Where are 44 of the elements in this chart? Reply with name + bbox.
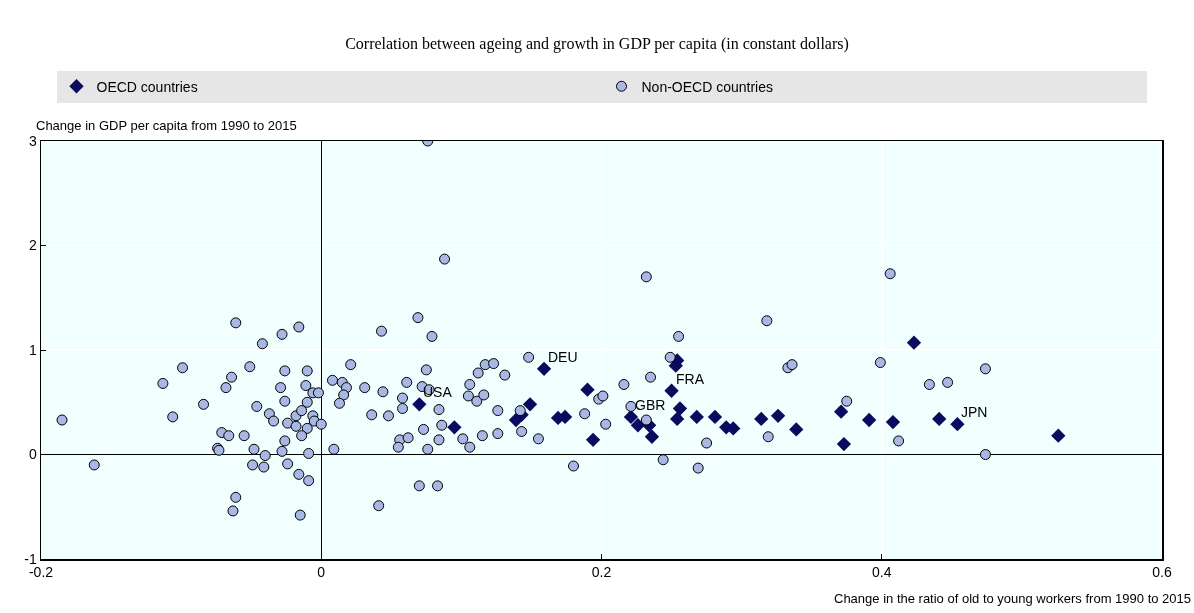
point <box>1051 428 1066 443</box>
point <box>833 404 849 419</box>
y-tick-label: 3 <box>28 132 37 149</box>
point <box>585 432 601 448</box>
point <box>950 417 965 432</box>
annotation: GBR <box>635 397 666 413</box>
point <box>836 436 852 452</box>
point <box>672 401 688 416</box>
legend-label: OECD countries <box>96 78 198 95</box>
point <box>447 420 462 435</box>
point <box>689 409 704 425</box>
point <box>536 361 552 376</box>
point <box>906 335 922 350</box>
y-axis-title: Change in GDP per capita from 1990 to 2015 <box>36 118 297 133</box>
legend-label: Non-OECD countries <box>641 78 773 95</box>
point <box>861 412 877 428</box>
point <box>770 408 786 423</box>
y-tick-label: 1 <box>28 341 37 358</box>
point <box>670 411 685 427</box>
point <box>522 397 538 412</box>
point <box>885 414 901 430</box>
point <box>644 429 660 444</box>
point <box>412 397 427 412</box>
x-axis-title: Change in the ratio of old to young workers from 1990 to 2015 <box>834 591 1191 606</box>
point <box>789 422 804 437</box>
point <box>932 411 947 427</box>
annotation: JPN <box>961 404 988 420</box>
x-tick-label: -0.2 <box>28 564 54 581</box>
annotation: USA <box>423 384 453 400</box>
x-tick-label: 0.2 <box>591 564 612 581</box>
x-tick-label: 0.4 <box>872 564 892 581</box>
point <box>754 411 769 427</box>
point <box>707 409 723 425</box>
x-tick-label: 0 <box>317 564 326 581</box>
x-tick-label: 0.6 <box>1152 564 1172 581</box>
y-tick-label: -1 <box>24 550 37 567</box>
point <box>664 383 679 398</box>
y-tick-label: 0 <box>28 446 37 463</box>
chart-title: Correlation between ageing and growth in GDP per capita (in constant dollars) <box>345 34 849 53</box>
point <box>580 382 595 397</box>
annotation: DEU <box>548 349 578 365</box>
y-tick-label: 2 <box>28 237 37 254</box>
point <box>623 409 639 425</box>
annotation: FRA <box>676 371 705 387</box>
